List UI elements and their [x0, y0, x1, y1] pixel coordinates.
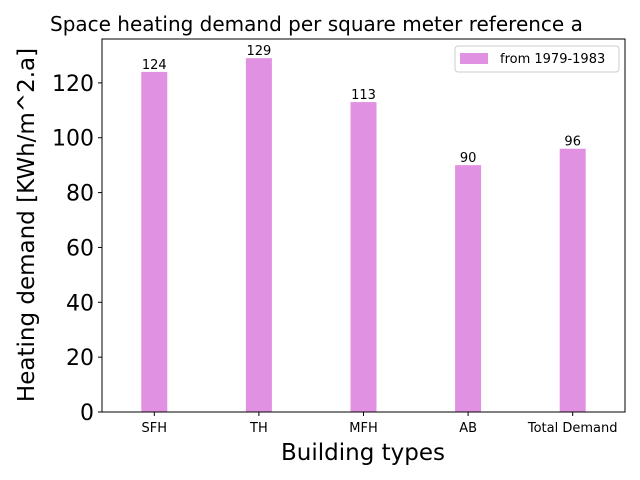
bar-value-label: 129 [246, 44, 271, 59]
y-tick-label: 0 [80, 401, 94, 426]
legend: from 1979-1983 [454, 45, 620, 73]
legend-swatch [460, 53, 488, 64]
chart-title: Space heating demand per square meter re… [50, 12, 583, 36]
y-tick-label: 80 [66, 182, 94, 207]
legend-entry: from 1979-1983 [500, 52, 605, 67]
bar-value-label: 90 [460, 151, 477, 166]
y-tick-label: 40 [66, 291, 94, 316]
bar-ab [455, 165, 482, 412]
x-tick-label: Total Demand [527, 421, 618, 436]
y-tick-label: 60 [66, 236, 94, 261]
x-tick-label: MFH [349, 421, 377, 436]
bar-sfh [141, 71, 168, 412]
legend-box [454, 45, 620, 73]
bar-value-label: 124 [142, 58, 167, 73]
x-tick-label: SFH [142, 421, 168, 436]
y-axis-ticks: 0 20 40 60 80 100 120 [52, 72, 102, 426]
x-tick-label: TH [249, 421, 268, 436]
bar-total-demand [559, 148, 586, 413]
x-axis-ticks: SFH TH MFH AB Total Demand [142, 412, 618, 436]
x-axis-label: Building types [281, 440, 445, 466]
y-axis-label: Heating demand [KWh/m^2.a] [14, 48, 40, 402]
bar-th [245, 58, 272, 413]
y-tick-label: 120 [52, 72, 94, 97]
bar-value-label: 96 [564, 135, 581, 150]
bar-labels-group: 124 129 113 90 96 [142, 44, 581, 166]
y-tick-label: 100 [52, 127, 94, 152]
bars-group [141, 58, 586, 413]
y-tick-label: 20 [66, 346, 94, 371]
bar-value-label: 113 [351, 88, 376, 103]
x-tick-label: AB [459, 421, 477, 436]
bar-mfh [350, 102, 377, 413]
